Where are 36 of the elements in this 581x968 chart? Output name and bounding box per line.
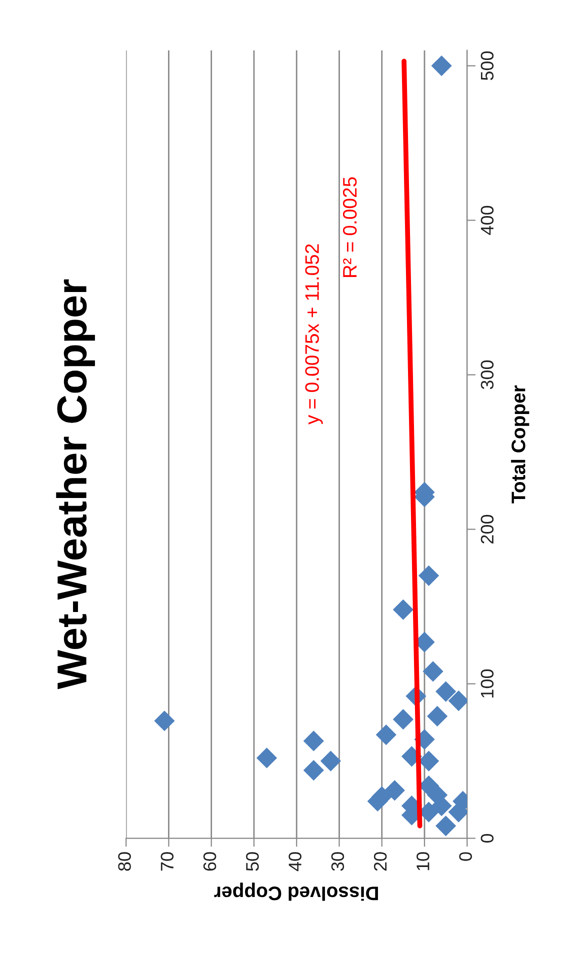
point (154, 710, 175, 732)
point (392, 599, 414, 620)
point (431, 55, 452, 76)
point (384, 780, 405, 801)
point (436, 816, 456, 836)
y-tick-label: 200 (480, 514, 494, 544)
x-axis-title: Dissolved Copper (214, 882, 378, 901)
y-tick-label: 500 (480, 51, 494, 80)
point (448, 690, 468, 712)
text: Wet-Weather Copper (56, 279, 95, 690)
x-tick-label: 40 (288, 852, 302, 872)
point (418, 565, 440, 586)
y-tick-label: 400 (480, 206, 494, 235)
x-tick-label: 0 (459, 852, 472, 861)
annotation: y = 0.0075x + 11.052 (305, 244, 323, 425)
y-axis-title: Total Copper (511, 385, 530, 504)
y-tick-label: 100 (480, 669, 494, 698)
x-tick-label: 60 (203, 852, 216, 871)
y-tick-label: 0 (480, 834, 494, 843)
x-tick-label: 10 (416, 852, 430, 870)
x-tick-label: 20 (374, 852, 387, 871)
annotation: R² = 0.0025 (342, 177, 357, 277)
point (256, 748, 278, 768)
x-tick-label: 30 (331, 852, 344, 871)
point (376, 724, 396, 746)
point (303, 760, 324, 781)
x-tick-label: 70 (160, 852, 174, 871)
point (392, 709, 414, 730)
x-tick-label: 80 (118, 852, 131, 871)
point (436, 681, 456, 702)
point (320, 750, 342, 772)
point (422, 661, 444, 682)
point (426, 706, 448, 727)
y-tick-label: 300 (480, 360, 494, 390)
x-tick-label: 50 (246, 852, 259, 871)
point (303, 730, 324, 752)
